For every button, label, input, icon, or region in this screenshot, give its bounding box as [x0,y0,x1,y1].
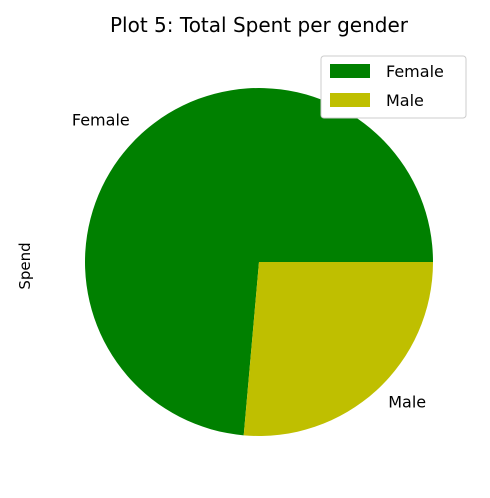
pie-slice-labels: Female Male [72,110,426,411]
y-axis-label: Spend [16,242,34,289]
legend-swatch-male [330,93,370,107]
legend-label-male: Male [386,91,424,110]
pie-slices [85,88,434,437]
pie-slice-female [85,88,434,436]
chart-title: Plot 5: Total Spent per gender [110,13,409,37]
legend-swatch-female [330,64,370,78]
legend-label-female: Female [386,62,444,81]
pie-label-female: Female [72,110,130,129]
pie-slice-male [243,262,433,437]
legend: Female Male [320,55,467,119]
pie-label-male: Male [388,393,426,412]
